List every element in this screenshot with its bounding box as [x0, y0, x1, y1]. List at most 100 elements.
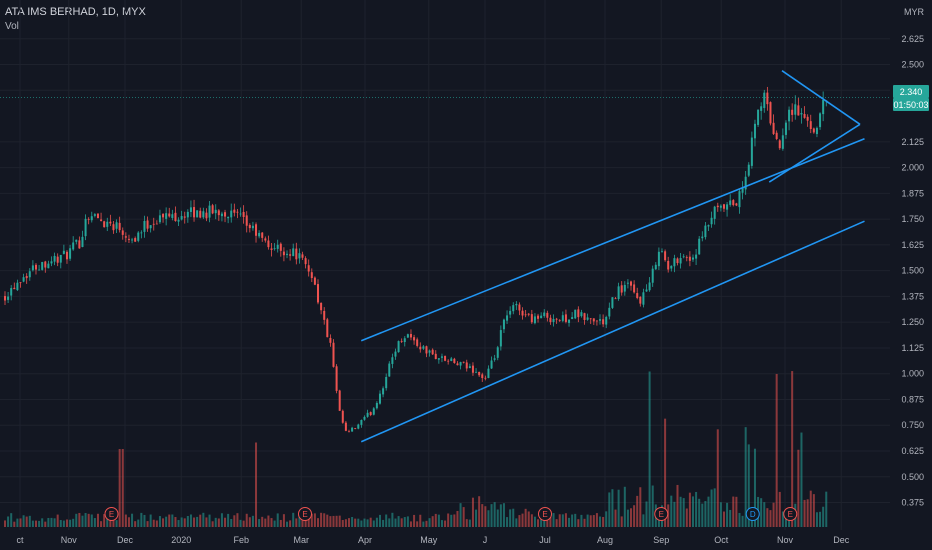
volume-bar [499, 504, 502, 527]
volume-bar [273, 520, 276, 527]
candle-body [397, 341, 400, 353]
volume-bar [444, 520, 447, 527]
candle-body [196, 210, 199, 218]
candle-body [34, 264, 37, 270]
volume-bar [784, 515, 787, 527]
candle-body [78, 240, 81, 249]
candle-body [149, 225, 152, 229]
countdown-badge [893, 98, 929, 111]
volume-bar [800, 432, 803, 527]
candle-body [688, 256, 691, 261]
candle-body [679, 257, 682, 264]
volume-bar [806, 499, 809, 527]
volume-bar [744, 427, 747, 527]
volume-bar [564, 513, 567, 527]
volume-bar [276, 513, 279, 527]
volume-bar [310, 513, 313, 527]
candle-body [112, 224, 115, 231]
volume-bar [56, 514, 59, 527]
candle-body [385, 377, 388, 389]
candle-body [50, 261, 53, 264]
candle-body [239, 213, 242, 215]
volume-bar [440, 520, 443, 527]
candle-body [698, 238, 701, 255]
candle-body [574, 309, 577, 319]
price-tick-label: 0.625 [901, 446, 924, 456]
volume-layer [3, 371, 828, 527]
candle-body [90, 216, 93, 221]
volume-bar [738, 512, 741, 527]
candle-body [109, 221, 112, 224]
volume-bar [760, 498, 763, 527]
volume-bar [422, 521, 425, 527]
volume-bar [180, 517, 183, 527]
candle-body [806, 116, 809, 121]
candle-body [800, 112, 803, 115]
volume-bar [174, 517, 177, 527]
volume-bar [719, 502, 722, 527]
candle-body [620, 285, 623, 293]
candle-body [636, 293, 639, 298]
candle-body [580, 312, 583, 317]
event-marker-earnings [538, 507, 552, 521]
candle-body [660, 251, 664, 253]
candle-body [478, 371, 481, 376]
volume-bar [763, 502, 766, 527]
volume-bar [304, 518, 307, 527]
volume-bar [753, 448, 756, 527]
volume-bar [41, 518, 44, 527]
time-tick-label: Nov [777, 535, 794, 545]
volume-bar [351, 516, 354, 527]
candle-body [335, 366, 338, 391]
candle-body [747, 164, 750, 176]
candle-body [360, 419, 363, 425]
candle-body [388, 363, 391, 377]
volume-bar [595, 513, 598, 527]
candle-body [25, 276, 28, 279]
candle-body [626, 282, 629, 284]
candle-body [763, 92, 766, 109]
price-axis[interactable]: MYR 2.6252.5002.3752.1252.0001.8751.7501… [890, 0, 932, 550]
candle-body [654, 264, 657, 270]
event-marker-earnings [783, 507, 798, 521]
volume-bar [62, 520, 65, 527]
volume-bar [292, 512, 295, 527]
volume-bar [419, 514, 422, 527]
volume-bar [220, 513, 223, 527]
volume-bar [298, 515, 301, 527]
candle-body [31, 265, 34, 271]
time-axis[interactable]: ct Nov Dec 2020 Feb Mar Apr May J Jul Aug Sep Oct Nov… [16, 535, 849, 545]
candle-body [236, 211, 239, 213]
candle-body [295, 248, 298, 260]
volume-bar [295, 518, 298, 527]
candle-body [264, 238, 267, 241]
candle-body [180, 216, 183, 220]
candle-body [282, 251, 285, 256]
candle-body [695, 254, 698, 259]
volume-bar [651, 485, 654, 527]
price-tick-label: 1.625 [901, 240, 924, 250]
candle-body [106, 221, 109, 227]
candle-body [726, 204, 729, 210]
time-tick-label: ct [16, 535, 24, 545]
volume-bar [599, 516, 602, 527]
candle-body [56, 256, 59, 263]
candle-body [614, 298, 617, 300]
candle-body [691, 257, 694, 260]
candle-body [552, 318, 555, 323]
candle-body [413, 337, 416, 341]
volume-bar [450, 514, 453, 527]
candle-body [540, 315, 543, 319]
volume-bar [347, 518, 351, 527]
time-tick-label: Dec [117, 535, 134, 545]
candle-body [794, 104, 797, 115]
candle-body [521, 310, 524, 316]
volume-bar [208, 514, 211, 527]
volume-bar [69, 519, 72, 527]
volume-bar [28, 515, 31, 527]
candle-body [459, 362, 462, 366]
candle-body [183, 216, 186, 218]
volume-bar [484, 506, 487, 527]
candle-body [93, 214, 96, 216]
candle-body [524, 314, 527, 316]
